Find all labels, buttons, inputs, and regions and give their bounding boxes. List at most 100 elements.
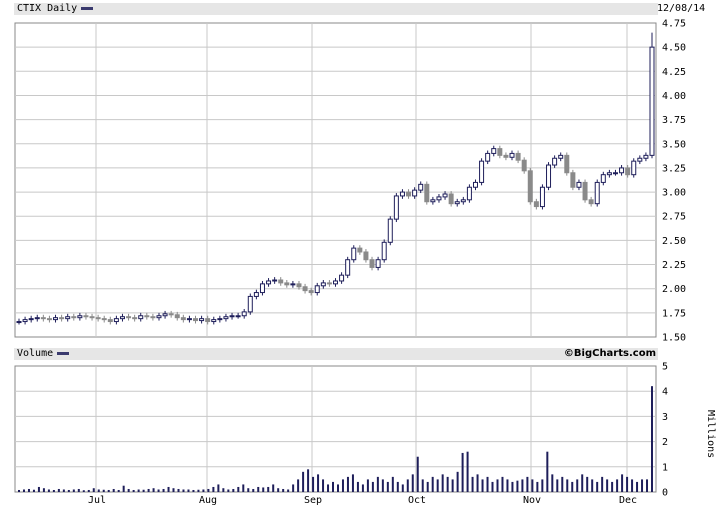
candle-body xyxy=(485,152,491,162)
candle-body xyxy=(576,181,582,188)
candle-body xyxy=(101,318,107,321)
candle-body xyxy=(509,152,515,158)
price-tick-label: 4.25 xyxy=(662,67,686,78)
candle-body xyxy=(59,317,65,320)
candle-body xyxy=(259,283,265,294)
candle-body xyxy=(211,319,217,323)
candle-body xyxy=(83,315,89,318)
candle-body xyxy=(193,318,199,322)
volume-tick-label: 5 xyxy=(662,362,668,373)
candle-body xyxy=(546,164,552,188)
candle-body xyxy=(308,290,314,294)
price-tick-label: 3.50 xyxy=(662,139,686,150)
candle-body xyxy=(558,154,564,159)
candle-body xyxy=(466,186,472,201)
volume-chart-header: Volume ©BigCharts.com xyxy=(14,348,658,360)
volume-tick-label: 1 xyxy=(662,462,668,473)
volume-tick-label: 3 xyxy=(662,412,668,423)
candle-body xyxy=(113,318,119,323)
candle-body xyxy=(625,167,631,176)
candle-body xyxy=(229,315,235,318)
series-swatch xyxy=(81,6,94,10)
candle-body xyxy=(552,157,558,166)
candle-body xyxy=(363,251,369,261)
price-tick-label: 4.50 xyxy=(662,43,686,54)
candle-body xyxy=(89,316,95,319)
volume-tick-label: 4 xyxy=(662,387,668,398)
candle-body xyxy=(132,317,138,320)
candle-body xyxy=(40,317,46,320)
candle-body xyxy=(491,148,497,154)
price-tick-label: 3.00 xyxy=(662,188,686,199)
candle-body xyxy=(247,295,253,313)
candle-body xyxy=(217,318,223,321)
price-tick-label: 2.00 xyxy=(662,284,686,295)
candle-body xyxy=(424,183,430,203)
chart-date: 12/08/14 xyxy=(657,3,706,14)
candle-body xyxy=(606,172,612,176)
candle-body xyxy=(430,199,436,203)
candle-body xyxy=(95,317,101,320)
candle-body xyxy=(345,259,351,276)
candle-body xyxy=(205,318,211,323)
price-tick-label: 1.50 xyxy=(662,333,686,344)
candle-body xyxy=(16,321,22,324)
candle-body xyxy=(533,201,539,208)
x-tick-label: Aug xyxy=(199,495,217,506)
volume-title: Volume xyxy=(17,348,70,360)
candle-body xyxy=(126,316,132,319)
volume-tick-label: 2 xyxy=(662,437,668,448)
candle-body xyxy=(272,279,278,282)
candle-body xyxy=(241,311,247,317)
candle-body xyxy=(643,154,649,159)
candle-body xyxy=(223,316,229,320)
candle-body xyxy=(144,315,150,318)
candle-body xyxy=(497,148,503,156)
candle-body xyxy=(156,315,162,319)
candle-body xyxy=(138,315,144,320)
candle-body xyxy=(570,172,576,188)
volume-plot-area xyxy=(14,365,657,493)
candle-body xyxy=(46,318,52,321)
x-tick-label: Dec xyxy=(619,495,637,506)
x-tick-label: Jul xyxy=(88,495,106,506)
candle-body xyxy=(406,191,412,197)
candle-body xyxy=(381,241,387,261)
candle-body xyxy=(351,247,357,261)
candle-body xyxy=(235,315,241,318)
candle-body xyxy=(612,172,618,175)
candle-body xyxy=(631,160,637,176)
candle-body xyxy=(582,181,588,201)
candle-body xyxy=(326,282,332,285)
candle-body xyxy=(53,317,59,321)
price-tick-label: 3.75 xyxy=(662,115,686,126)
volume-swatch xyxy=(57,351,70,355)
price-tick-label: 1.75 xyxy=(662,308,686,319)
candle-body xyxy=(637,157,643,162)
candle-body xyxy=(199,318,205,322)
candle-body xyxy=(357,247,363,253)
candle-body xyxy=(387,218,393,243)
volume-tick-label: 0 xyxy=(662,488,668,499)
candle-body xyxy=(448,193,454,205)
candle-body xyxy=(436,196,442,201)
candle-body xyxy=(564,154,570,174)
candle-body xyxy=(162,313,168,317)
brand-label[interactable]: ©BigCharts.com xyxy=(563,348,656,359)
candle-body xyxy=(600,174,606,183)
x-tick-label: Oct xyxy=(408,495,426,506)
candle-body xyxy=(65,316,71,320)
price-tick-label: 4.00 xyxy=(662,91,686,102)
price-plot-area xyxy=(14,22,657,338)
candle-body xyxy=(594,181,600,205)
candle-body xyxy=(393,195,399,220)
candle-body xyxy=(539,186,545,208)
candle-body xyxy=(369,259,375,268)
price-chart-header: CTIX Daily xyxy=(14,3,658,15)
price-tick-label: 3.25 xyxy=(662,163,686,174)
volume-axis-label: Millions xyxy=(705,410,716,458)
x-tick-label: Sep xyxy=(304,495,322,506)
price-tick-label: 4.75 xyxy=(662,19,686,30)
candle-body xyxy=(479,160,485,183)
candle-body xyxy=(119,316,125,320)
